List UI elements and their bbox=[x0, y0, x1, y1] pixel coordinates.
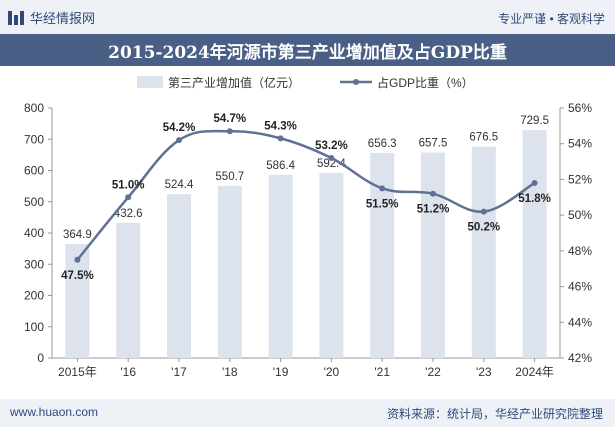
x-tick-label: '19 bbox=[273, 365, 289, 379]
bar bbox=[217, 185, 242, 358]
left-tick-label: 400 bbox=[24, 226, 44, 240]
line-point bbox=[531, 180, 538, 186]
line-point bbox=[277, 135, 284, 142]
x-tick-label: '20 bbox=[324, 365, 340, 379]
left-tick-label: 100 bbox=[24, 320, 44, 334]
bar-value-label: 676.5 bbox=[469, 132, 498, 144]
x-tick-label: '17 bbox=[171, 365, 187, 379]
right-tick-label: 50% bbox=[568, 208, 592, 222]
right-tick-label: 56% bbox=[568, 101, 592, 115]
line-point bbox=[125, 194, 132, 201]
left-tick-label: 600 bbox=[24, 164, 44, 178]
bar-value-label: 364.9 bbox=[63, 229, 92, 241]
line-value-label: 47.5% bbox=[61, 270, 94, 282]
x-tick-label: '23 bbox=[476, 365, 492, 379]
line-point bbox=[176, 137, 182, 144]
bar bbox=[116, 222, 141, 358]
bar bbox=[421, 152, 445, 358]
right-tick-label: 46% bbox=[568, 280, 592, 294]
right-tick-label: 52% bbox=[568, 172, 592, 186]
chart-area: 第三产业增加值（亿元） 占GDP比重（%） 0 100 200 300 400 500 600 7… bbox=[24, 75, 592, 379]
line-value-label: 51.0% bbox=[112, 179, 145, 191]
bar-value-label: 550.7 bbox=[215, 171, 244, 183]
brand-logo[interactable]: 华经情报网 bbox=[8, 8, 95, 27]
left-tick-label: 200 bbox=[24, 289, 44, 303]
left-tick-label: 300 bbox=[24, 257, 44, 271]
right-tick-label: 42% bbox=[568, 351, 592, 365]
legend-line-marker bbox=[353, 79, 359, 85]
right-tick-label: 48% bbox=[568, 244, 592, 258]
bar-value-label: 586.4 bbox=[266, 160, 295, 172]
bar bbox=[167, 194, 191, 358]
line-value-label: 51.8% bbox=[518, 193, 551, 205]
line-value-label: 51.2% bbox=[417, 204, 450, 216]
bar bbox=[319, 172, 344, 358]
legend-bar-swatch bbox=[137, 76, 163, 88]
x-tick-label: 2024年 bbox=[515, 365, 554, 379]
legend-line-label: 占GDP比重（%） bbox=[377, 75, 474, 90]
x-tick-label: '22 bbox=[425, 365, 441, 379]
tagline: 专业严谨 • 客观科学 bbox=[498, 12, 605, 26]
share-line bbox=[76, 129, 536, 261]
left-tick-label: 800 bbox=[24, 101, 44, 115]
x-tick-label: '18 bbox=[222, 365, 238, 379]
bar-value-label: 432.6 bbox=[114, 208, 143, 220]
line-value-label: 54.7% bbox=[213, 113, 246, 125]
bar bbox=[65, 243, 90, 358]
left-tick-label: 500 bbox=[24, 195, 44, 209]
footer-bar: www.huaon.com 资料来源：统计局，华经产业研究院整理 bbox=[0, 399, 615, 427]
bar-value-label: 729.5 bbox=[520, 115, 549, 127]
chart-title: 2015-2024年河源市第三产业增加值及占GDP比重 bbox=[108, 42, 507, 63]
right-tick-label: 54% bbox=[568, 137, 592, 151]
line-value-label: 54.3% bbox=[264, 120, 297, 132]
header-bar: 华经情报网 专业严谨 • 客观科学 bbox=[0, 0, 615, 34]
bar-value-label: 524.4 bbox=[165, 179, 194, 191]
x-tick-label: '21 bbox=[374, 365, 390, 379]
line-value-label: 54.2% bbox=[163, 122, 196, 134]
bar bbox=[522, 130, 547, 358]
x-tick-label: '16 bbox=[120, 365, 136, 379]
right-tick-label: 44% bbox=[568, 315, 592, 329]
source-note: 资料来源：统计局，华经产业研究院整理 bbox=[386, 407, 603, 421]
line-point bbox=[480, 208, 487, 215]
line-point bbox=[226, 128, 233, 135]
title-bar: 2015-2024年河源市第三产业增加值及占GDP比重 bbox=[0, 34, 615, 66]
left-tick-label: 0 bbox=[37, 351, 44, 365]
x-tick-label: 2015年 bbox=[58, 365, 97, 379]
line-value-label: 50.2% bbox=[467, 222, 500, 234]
bar-value-label: 657.5 bbox=[419, 138, 448, 150]
bar bbox=[268, 174, 293, 358]
line-value-label: 51.5% bbox=[366, 198, 399, 210]
line-point bbox=[328, 155, 335, 161]
line-point bbox=[379, 185, 386, 192]
line-value-label: 53.2% bbox=[315, 140, 348, 152]
left-tick-label: 700 bbox=[24, 132, 44, 146]
bar-logo-icon bbox=[8, 10, 24, 26]
bar-value-label: 656.3 bbox=[368, 138, 397, 150]
line-point bbox=[74, 256, 81, 263]
line-point bbox=[430, 190, 436, 197]
legend-bar-label: 第三产业增加值（亿元） bbox=[168, 75, 300, 90]
brand-name: 华经情报网 bbox=[30, 11, 96, 26]
website-link[interactable]: www.huaon.com bbox=[10, 405, 99, 419]
bar bbox=[471, 146, 496, 358]
